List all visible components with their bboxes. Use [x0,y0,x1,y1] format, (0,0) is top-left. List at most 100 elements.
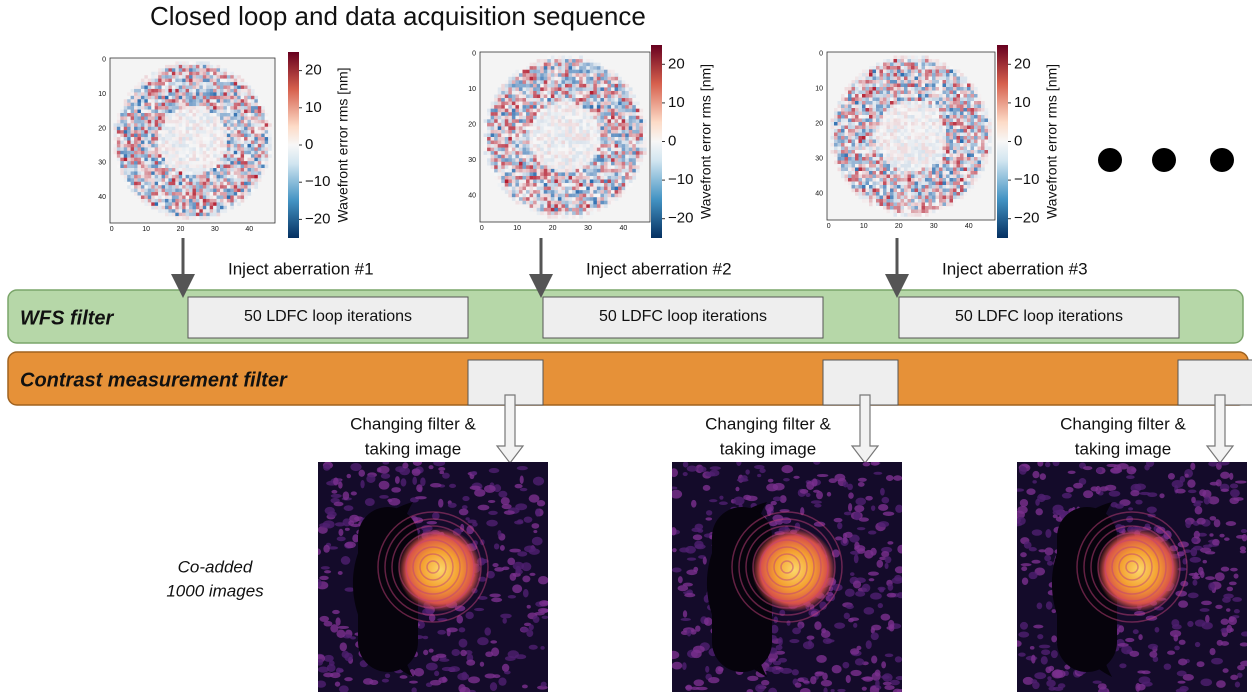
map-cell [929,63,933,67]
map-cell [887,171,891,175]
map-cell [950,80,954,84]
map-cell [193,68,197,72]
map-cell [547,144,551,148]
map-cell [887,108,891,112]
map-cell [960,161,964,165]
map-cell [547,66,551,70]
map-cell [873,154,877,158]
map-cell [576,190,580,194]
map-cell [155,199,159,203]
map-cell [639,137,643,141]
map-cell [189,137,193,141]
map-cell [618,126,622,130]
map-cell [852,147,856,151]
map-cell [618,165,622,169]
map-cell [182,154,186,158]
map-cell [234,154,238,158]
map-cell [586,208,590,212]
map-cell [565,169,569,173]
map-cell [251,185,255,189]
map-cell [175,213,179,217]
map-cell [196,92,200,96]
map-cell [572,180,576,184]
map-cell [533,169,537,173]
map-cell [901,73,905,77]
map-cell [615,144,619,148]
map-cell [168,165,172,169]
map-cell [834,115,838,119]
map-cell [974,87,978,91]
map-cell [887,168,891,172]
map-cell [144,127,148,131]
map-cell [632,176,636,180]
map-cell [848,178,852,182]
map-cell [234,151,238,155]
map-cell [625,148,629,152]
map-cell [639,151,643,155]
map-cell [946,185,950,189]
wavefront-map [827,52,995,220]
map-cell [848,119,852,123]
map-cell [533,176,537,180]
map-cell [547,73,551,77]
map-cell [210,113,214,117]
map-cell [971,154,975,158]
colorbar-tick-label: 10 [305,99,322,116]
map-cell [586,70,590,74]
map-cell [953,199,957,203]
map-cell [953,115,957,119]
map-cell [168,68,172,72]
map-cell [227,141,231,145]
map-cell [165,137,169,141]
map-cell [572,151,576,155]
map-cell [127,92,131,96]
map-cell [967,129,971,133]
map-cell [196,192,200,196]
map-cell [494,95,498,99]
map-cell [117,113,121,117]
map-cell [537,197,541,201]
map-cell [558,180,562,184]
map-cell [932,94,936,98]
map-cell [131,134,135,138]
map-cell [248,134,252,138]
map-cell [162,196,166,200]
map-cell [230,99,234,103]
map-cell [189,216,193,220]
map-cell [544,130,548,134]
map-cell [876,157,880,161]
map-cell [227,89,231,93]
map-cell [508,172,512,176]
map-cell [526,183,530,187]
map-cell [168,189,172,193]
map-cell [210,141,214,145]
map-cell [234,141,238,145]
map-cell [904,185,908,189]
map-cell [569,56,573,60]
map-cell [182,206,186,210]
map-cell [974,98,978,102]
map-cell [939,192,943,196]
map-cell [883,87,887,91]
map-cell [168,151,172,155]
map-cell [618,80,622,84]
map-cell [530,66,534,70]
map-cell [943,77,947,81]
map-cell [512,119,516,123]
map-cell [953,87,957,91]
map-cell [971,157,975,161]
map-cell [918,91,922,95]
map-cell [182,171,186,175]
map-cell [852,112,856,116]
map-cell [957,105,961,109]
map-cell [523,87,527,91]
map-cell [629,91,633,95]
map-cell [523,77,527,81]
map-cell [632,151,636,155]
map-cell [182,161,186,165]
map-cell [168,86,172,90]
map-cell [887,66,891,70]
map-cell [141,137,145,141]
map-cell [523,102,527,106]
map-cell [223,72,227,76]
